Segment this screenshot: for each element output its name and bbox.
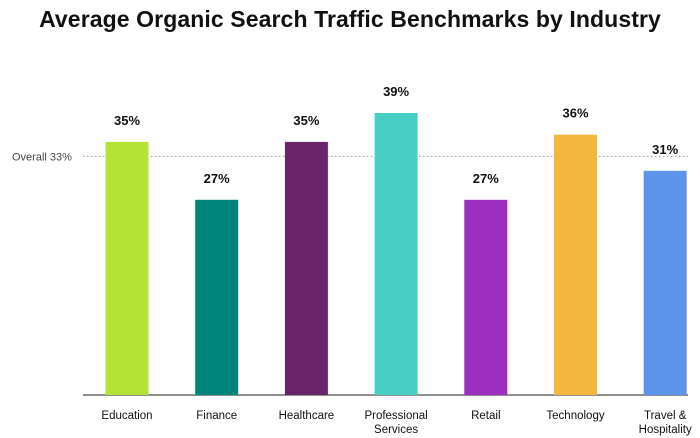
value-label-5: 36%: [562, 106, 588, 121]
category-label-5-line-0: Technology: [546, 410, 604, 422]
bar-6: [643, 170, 687, 395]
category-label-3-line-0: Professional: [364, 410, 427, 422]
value-label-0: 35%: [114, 113, 140, 128]
value-label-4: 27%: [473, 171, 499, 186]
value-label-3: 39%: [383, 84, 409, 99]
bars-group: 35% Education 27% Finance 35% Healthcare 39% Pr…: [101, 84, 692, 436]
overall-reference-label: Overall 33%: [12, 151, 72, 163]
category-label-6-line-1: Hospitality: [639, 424, 692, 436]
bar-3: [374, 113, 418, 395]
bar-4: [464, 199, 508, 395]
bar-0: [105, 141, 149, 395]
value-label-6: 31%: [652, 142, 678, 157]
category-label-6-line-0: Travel &: [644, 410, 687, 422]
category-label-1-line-0: Finance: [196, 410, 237, 422]
bar-2: [284, 141, 328, 395]
chart-title: Average Organic Search Traffic Benchmark…: [39, 6, 661, 32]
category-label-3-line-1: Services: [374, 424, 418, 436]
category-label-4-line-0: Retail: [471, 410, 500, 422]
value-label-2: 35%: [293, 113, 319, 128]
bar-1: [195, 199, 239, 395]
bar-5: [554, 134, 597, 395]
category-label-2-line-0: Healthcare: [279, 410, 335, 422]
category-label-0-line-0: Education: [101, 410, 152, 422]
value-label-1: 27%: [204, 171, 230, 186]
